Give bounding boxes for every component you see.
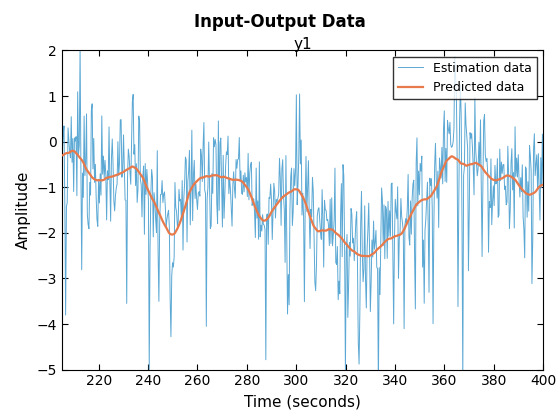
Line: Predicted data: Predicted data bbox=[62, 151, 543, 256]
Estimation data bbox=[77, 45, 83, 50]
Estimation data bbox=[144, 180, 151, 185]
Legend: Estimation data, Predicted data: Estimation data, Predicted data bbox=[393, 57, 537, 99]
Y-axis label: Amplitude: Amplitude bbox=[16, 171, 31, 249]
Estimation data bbox=[58, 116, 65, 121]
Predicted data bbox=[381, 239, 388, 244]
Predicted data bbox=[343, 241, 349, 247]
Predicted data bbox=[144, 187, 151, 192]
Line: Estimation data: Estimation data bbox=[62, 47, 543, 389]
Title: y1: y1 bbox=[293, 37, 312, 52]
Text: Input-Output Data: Input-Output Data bbox=[194, 13, 366, 31]
Predicted data bbox=[277, 197, 284, 202]
Predicted data bbox=[365, 254, 372, 259]
Predicted data bbox=[540, 182, 547, 187]
Estimation data bbox=[343, 249, 349, 255]
Estimation data bbox=[183, 158, 190, 163]
Estimation data bbox=[381, 256, 388, 261]
Predicted data bbox=[183, 201, 190, 206]
X-axis label: Time (seconds): Time (seconds) bbox=[244, 394, 361, 409]
Estimation data bbox=[277, 176, 284, 181]
Estimation data bbox=[540, 181, 547, 186]
Predicted data bbox=[58, 153, 65, 158]
Estimation data bbox=[375, 386, 382, 391]
Predicted data bbox=[69, 148, 76, 153]
Predicted data bbox=[422, 197, 429, 202]
Estimation data bbox=[422, 217, 429, 222]
